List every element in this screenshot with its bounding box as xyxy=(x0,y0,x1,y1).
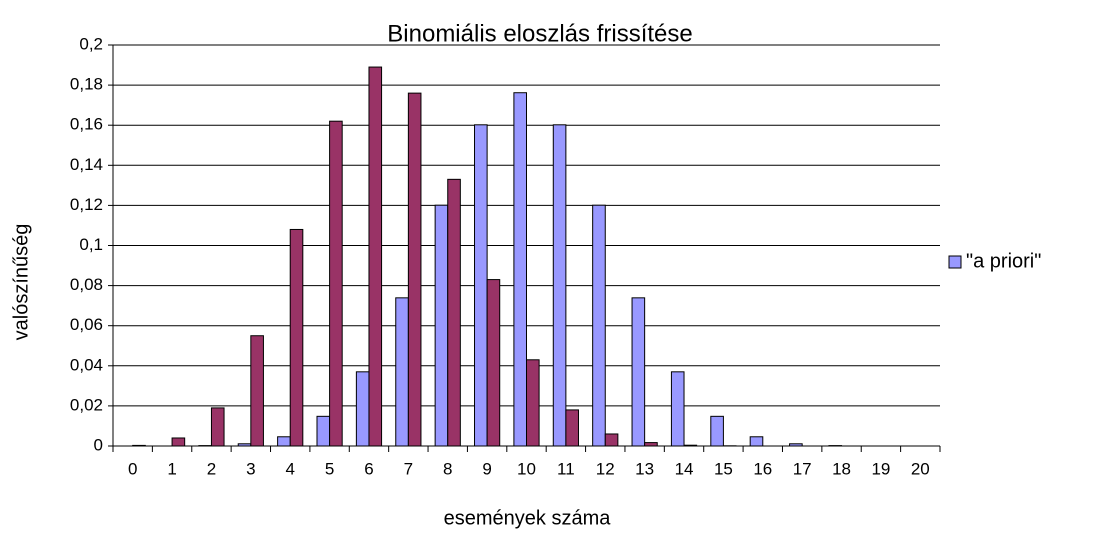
x-tick-label: 19 xyxy=(871,459,890,478)
y-tick-label: 0,02 xyxy=(70,395,103,414)
bar xyxy=(670,371,685,447)
x-tick-label: 0 xyxy=(128,459,137,478)
x-tick-label: 4 xyxy=(285,459,294,478)
bar xyxy=(132,444,146,447)
legend-label: "a priori" xyxy=(966,250,1041,272)
bar xyxy=(434,204,449,447)
y-tick-label: 0,06 xyxy=(70,315,103,334)
y-tick-label: 0,2 xyxy=(79,34,103,53)
y-axis-label: valószínűség xyxy=(10,224,32,341)
x-tick-label: 12 xyxy=(596,459,615,478)
chart-title: Binomiális eloszlás frissítése xyxy=(387,20,692,47)
bar xyxy=(447,178,461,447)
bar xyxy=(368,66,383,447)
x-tick-label: 7 xyxy=(404,459,413,478)
bar xyxy=(552,124,567,447)
y-tick-label: 0,16 xyxy=(70,115,103,134)
bar xyxy=(329,120,343,447)
x-tick-label: 13 xyxy=(635,459,654,478)
x-tick-label: 10 xyxy=(517,459,536,478)
y-tick-label: 0,04 xyxy=(70,355,103,374)
bar xyxy=(237,443,252,447)
y-tick-label: 0,1 xyxy=(79,235,103,254)
y-tick-label: 0,14 xyxy=(70,155,103,174)
bar xyxy=(316,415,331,447)
bar xyxy=(355,371,370,447)
y-tick-label: 0,08 xyxy=(70,275,103,294)
x-tick-label: 9 xyxy=(482,459,491,478)
bar xyxy=(710,415,724,447)
x-tick-label: 15 xyxy=(714,459,733,478)
bar xyxy=(407,92,422,447)
bar xyxy=(513,92,527,447)
x-tick-label: 6 xyxy=(364,459,373,478)
bar xyxy=(683,444,698,447)
bar xyxy=(644,442,658,447)
x-axis-label: események száma xyxy=(444,507,612,529)
legend-swatch xyxy=(948,255,962,269)
x-tick-label: 11 xyxy=(557,459,575,478)
bar xyxy=(526,359,540,447)
x-tick-label: 2 xyxy=(207,459,216,478)
x-tick-label: 18 xyxy=(832,459,851,478)
x-tick-label: 3 xyxy=(246,459,255,478)
bar xyxy=(749,436,764,447)
x-tick-label: 5 xyxy=(325,459,334,478)
x-tick-label: 17 xyxy=(793,459,812,478)
bar xyxy=(474,124,488,447)
bar xyxy=(486,279,501,447)
y-tick-label: 0,12 xyxy=(70,195,103,214)
bar xyxy=(250,335,264,447)
bar xyxy=(592,204,606,447)
bar xyxy=(277,436,291,447)
y-tick-label: 0 xyxy=(94,435,103,454)
bar xyxy=(565,409,579,447)
x-tick-label: 14 xyxy=(675,459,694,478)
bar xyxy=(789,443,803,447)
bar xyxy=(210,407,225,447)
bar xyxy=(289,228,304,447)
x-tick-label: 8 xyxy=(443,459,452,478)
y-tick-label: 0,18 xyxy=(70,75,103,94)
bar xyxy=(631,297,646,447)
x-tick-label: 16 xyxy=(753,459,772,478)
x-tick-label: 1 xyxy=(167,459,176,478)
bar xyxy=(604,433,619,447)
x-tick-label: 20 xyxy=(911,459,930,478)
bar xyxy=(395,297,409,447)
bar xyxy=(171,437,186,447)
